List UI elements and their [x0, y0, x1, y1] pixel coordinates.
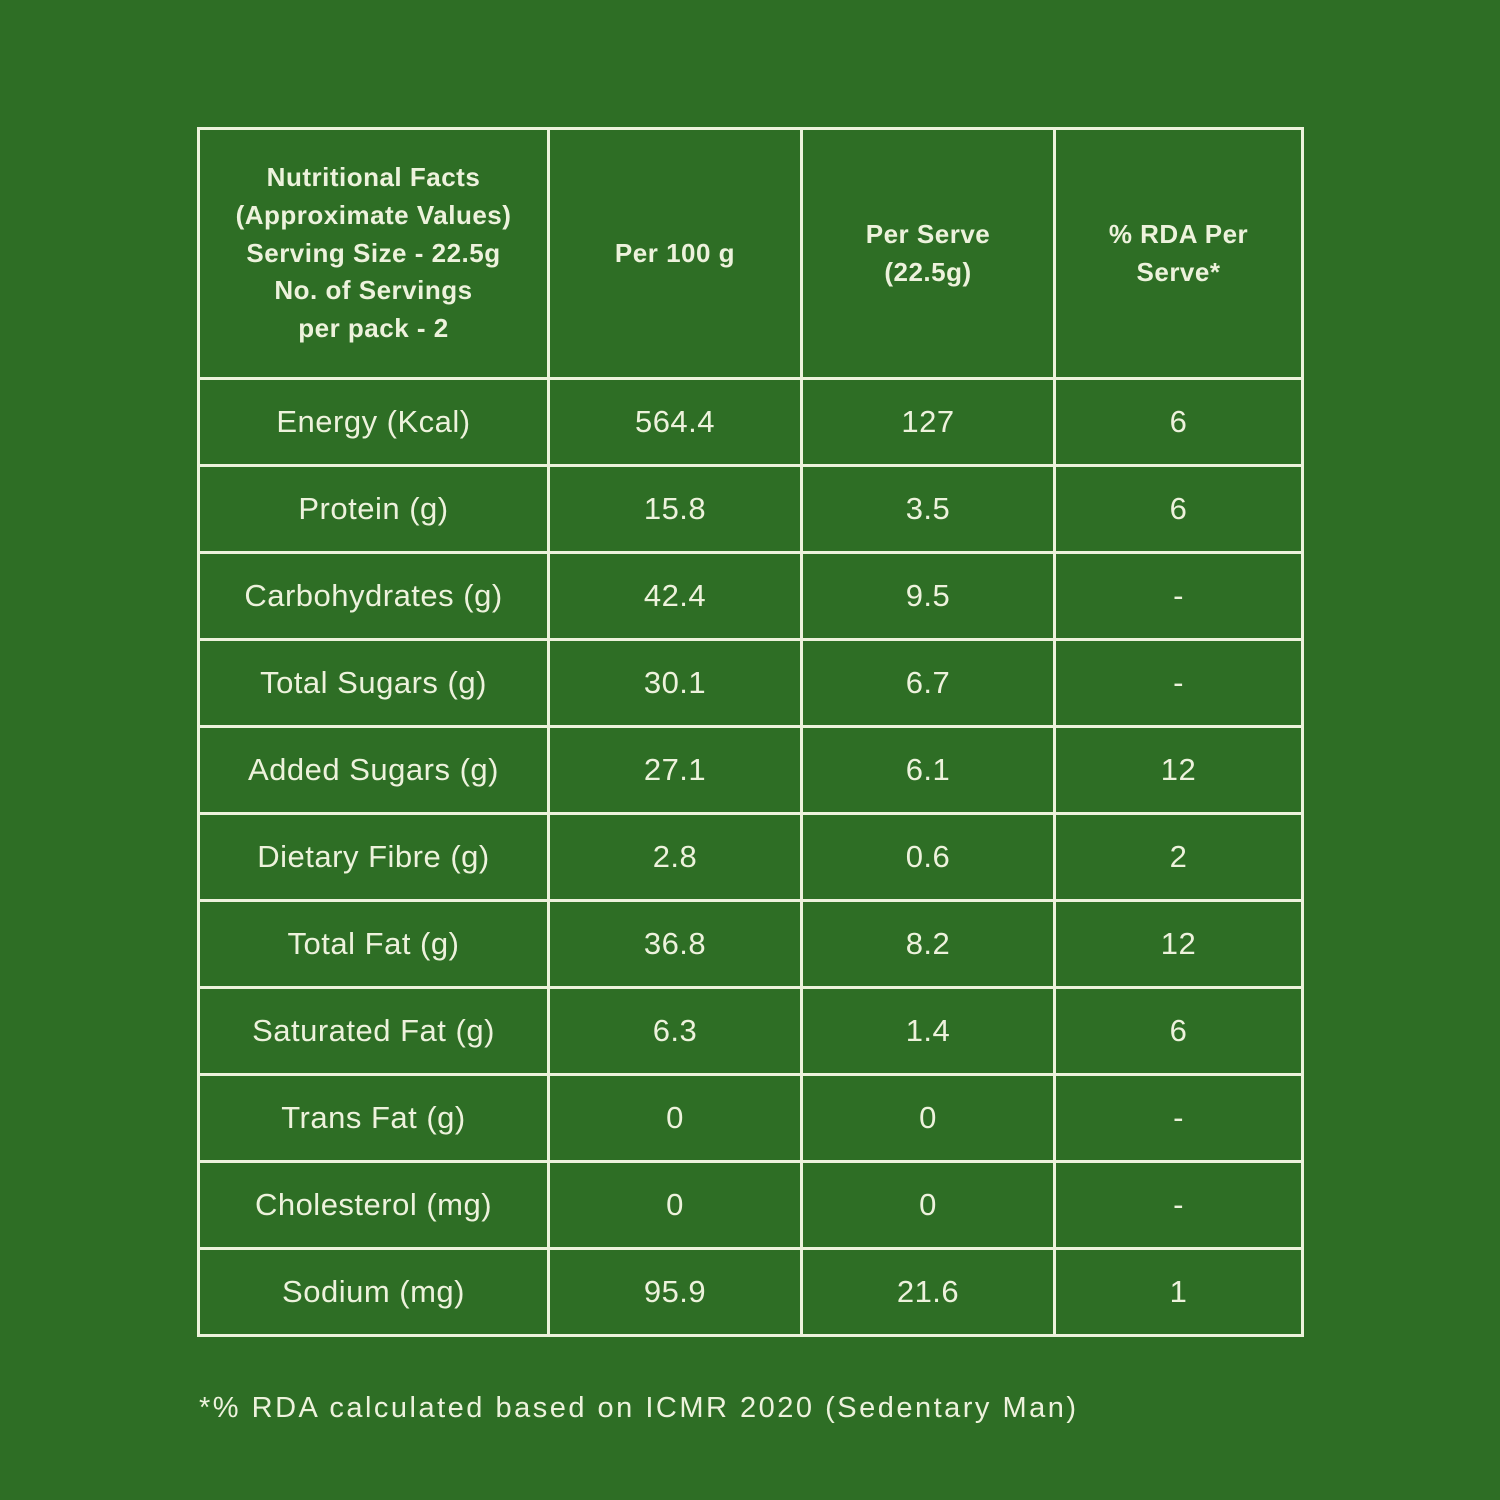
header-per-100g: Per 100 g: [547, 127, 803, 380]
value-per-serve: 21.6: [800, 1247, 1056, 1337]
value-per-100g: 30.1: [547, 638, 803, 728]
header-rda-per-serve: % RDA Per Serve*: [1053, 127, 1304, 380]
value-per-100g: 42.4: [547, 551, 803, 641]
table-row-saturated-fat: Saturated Fat (g) 6.3 1.4 6: [197, 986, 1304, 1076]
value-rda: -: [1053, 638, 1304, 728]
row-label: Added Sugars (g): [197, 725, 550, 815]
table-row-cholesterol: Cholesterol (mg) 0 0 -: [197, 1160, 1304, 1250]
rda-footnote: *% RDA calculated based on ICMR 2020 (Se…: [199, 1392, 1079, 1424]
value-rda: 2: [1053, 812, 1304, 902]
value-per-100g: 564.4: [547, 377, 803, 467]
table-row-sodium: Sodium (mg) 95.9 21.6 1: [197, 1247, 1304, 1337]
row-label: Total Sugars (g): [197, 638, 550, 728]
value-per-serve: 6.1: [800, 725, 1056, 815]
value-rda: 12: [1053, 899, 1304, 989]
row-label: Dietary Fibre (g): [197, 812, 550, 902]
value-per-serve: 8.2: [800, 899, 1056, 989]
header-nutritional-facts: Nutritional Facts (Approximate Values) S…: [197, 127, 550, 380]
value-per-100g: 27.1: [547, 725, 803, 815]
value-rda: 6: [1053, 464, 1304, 554]
row-label: Cholesterol (mg): [197, 1160, 550, 1250]
value-per-100g: 0: [547, 1073, 803, 1163]
value-per-serve: 0: [800, 1160, 1056, 1250]
value-per-100g: 2.8: [547, 812, 803, 902]
row-label: Total Fat (g): [197, 899, 550, 989]
row-label: Saturated Fat (g): [197, 986, 550, 1076]
value-per-serve: 3.5: [800, 464, 1056, 554]
value-per-serve: 0.6: [800, 812, 1056, 902]
value-rda: 12: [1053, 725, 1304, 815]
header-per-serve: Per Serve (22.5g): [800, 127, 1056, 380]
nutrition-facts-table: Nutritional Facts (Approximate Values) S…: [197, 127, 1304, 1337]
value-per-100g: 36.8: [547, 899, 803, 989]
value-per-serve: 1.4: [800, 986, 1056, 1076]
value-per-100g: 6.3: [547, 986, 803, 1076]
table-row-trans-fat: Trans Fat (g) 0 0 -: [197, 1073, 1304, 1163]
value-per-serve: 6.7: [800, 638, 1056, 728]
row-label: Trans Fat (g): [197, 1073, 550, 1163]
table-row-total-sugars: Total Sugars (g) 30.1 6.7 -: [197, 638, 1304, 728]
table-row-added-sugars: Added Sugars (g) 27.1 6.1 12: [197, 725, 1304, 815]
table-row-carbohydrates: Carbohydrates (g) 42.4 9.5 -: [197, 551, 1304, 641]
table-row-dietary-fibre: Dietary Fibre (g) 2.8 0.6 2: [197, 812, 1304, 902]
value-rda: 1: [1053, 1247, 1304, 1337]
table-row-protein: Protein (g) 15.8 3.5 6: [197, 464, 1304, 554]
value-per-serve: 127: [800, 377, 1056, 467]
row-label: Energy (Kcal): [197, 377, 550, 467]
value-rda: -: [1053, 1160, 1304, 1250]
row-label: Sodium (mg): [197, 1247, 550, 1337]
table-row-total-fat: Total Fat (g) 36.8 8.2 12: [197, 899, 1304, 989]
value-per-100g: 0: [547, 1160, 803, 1250]
table-header-row: Nutritional Facts (Approximate Values) S…: [197, 127, 1304, 380]
value-per-100g: 95.9: [547, 1247, 803, 1337]
value-per-serve: 0: [800, 1073, 1056, 1163]
value-per-serve: 9.5: [800, 551, 1056, 641]
value-per-100g: 15.8: [547, 464, 803, 554]
value-rda: 6: [1053, 377, 1304, 467]
row-label: Carbohydrates (g): [197, 551, 550, 641]
value-rda: -: [1053, 551, 1304, 641]
row-label: Protein (g): [197, 464, 550, 554]
value-rda: -: [1053, 1073, 1304, 1163]
table-row-energy: Energy (Kcal) 564.4 127 6: [197, 377, 1304, 467]
value-rda: 6: [1053, 986, 1304, 1076]
